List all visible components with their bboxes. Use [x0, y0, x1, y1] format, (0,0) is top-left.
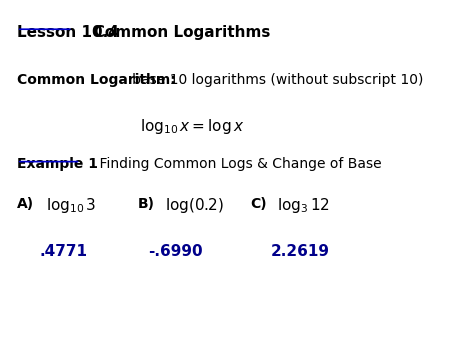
Text: Lesson 10.4: Lesson 10.4 [17, 25, 119, 40]
Text: Common Logarithm:: Common Logarithm: [17, 73, 176, 88]
Text: $\log_{3}12$: $\log_{3}12$ [277, 196, 330, 215]
Text: C): C) [250, 197, 266, 212]
Text: Finding Common Logs & Change of Base: Finding Common Logs & Change of Base [82, 157, 382, 171]
Text: 2.2619: 2.2619 [271, 244, 330, 260]
Text: A): A) [17, 197, 34, 212]
Text: -.6990: -.6990 [148, 244, 202, 260]
Text: $\log_{10} x = \log x$: $\log_{10} x = \log x$ [140, 117, 245, 136]
Text: B): B) [138, 197, 155, 212]
Text: Example 1: Example 1 [17, 157, 98, 171]
Text: Common Logarithms: Common Logarithms [78, 25, 271, 40]
Text: .4771: .4771 [40, 244, 88, 260]
Text: $\log(0.2)$: $\log(0.2)$ [165, 196, 224, 215]
Text: base 10 logarithms (without subscript 10): base 10 logarithms (without subscript 10… [119, 73, 423, 88]
Text: $\log_{10}3$: $\log_{10}3$ [46, 196, 96, 215]
